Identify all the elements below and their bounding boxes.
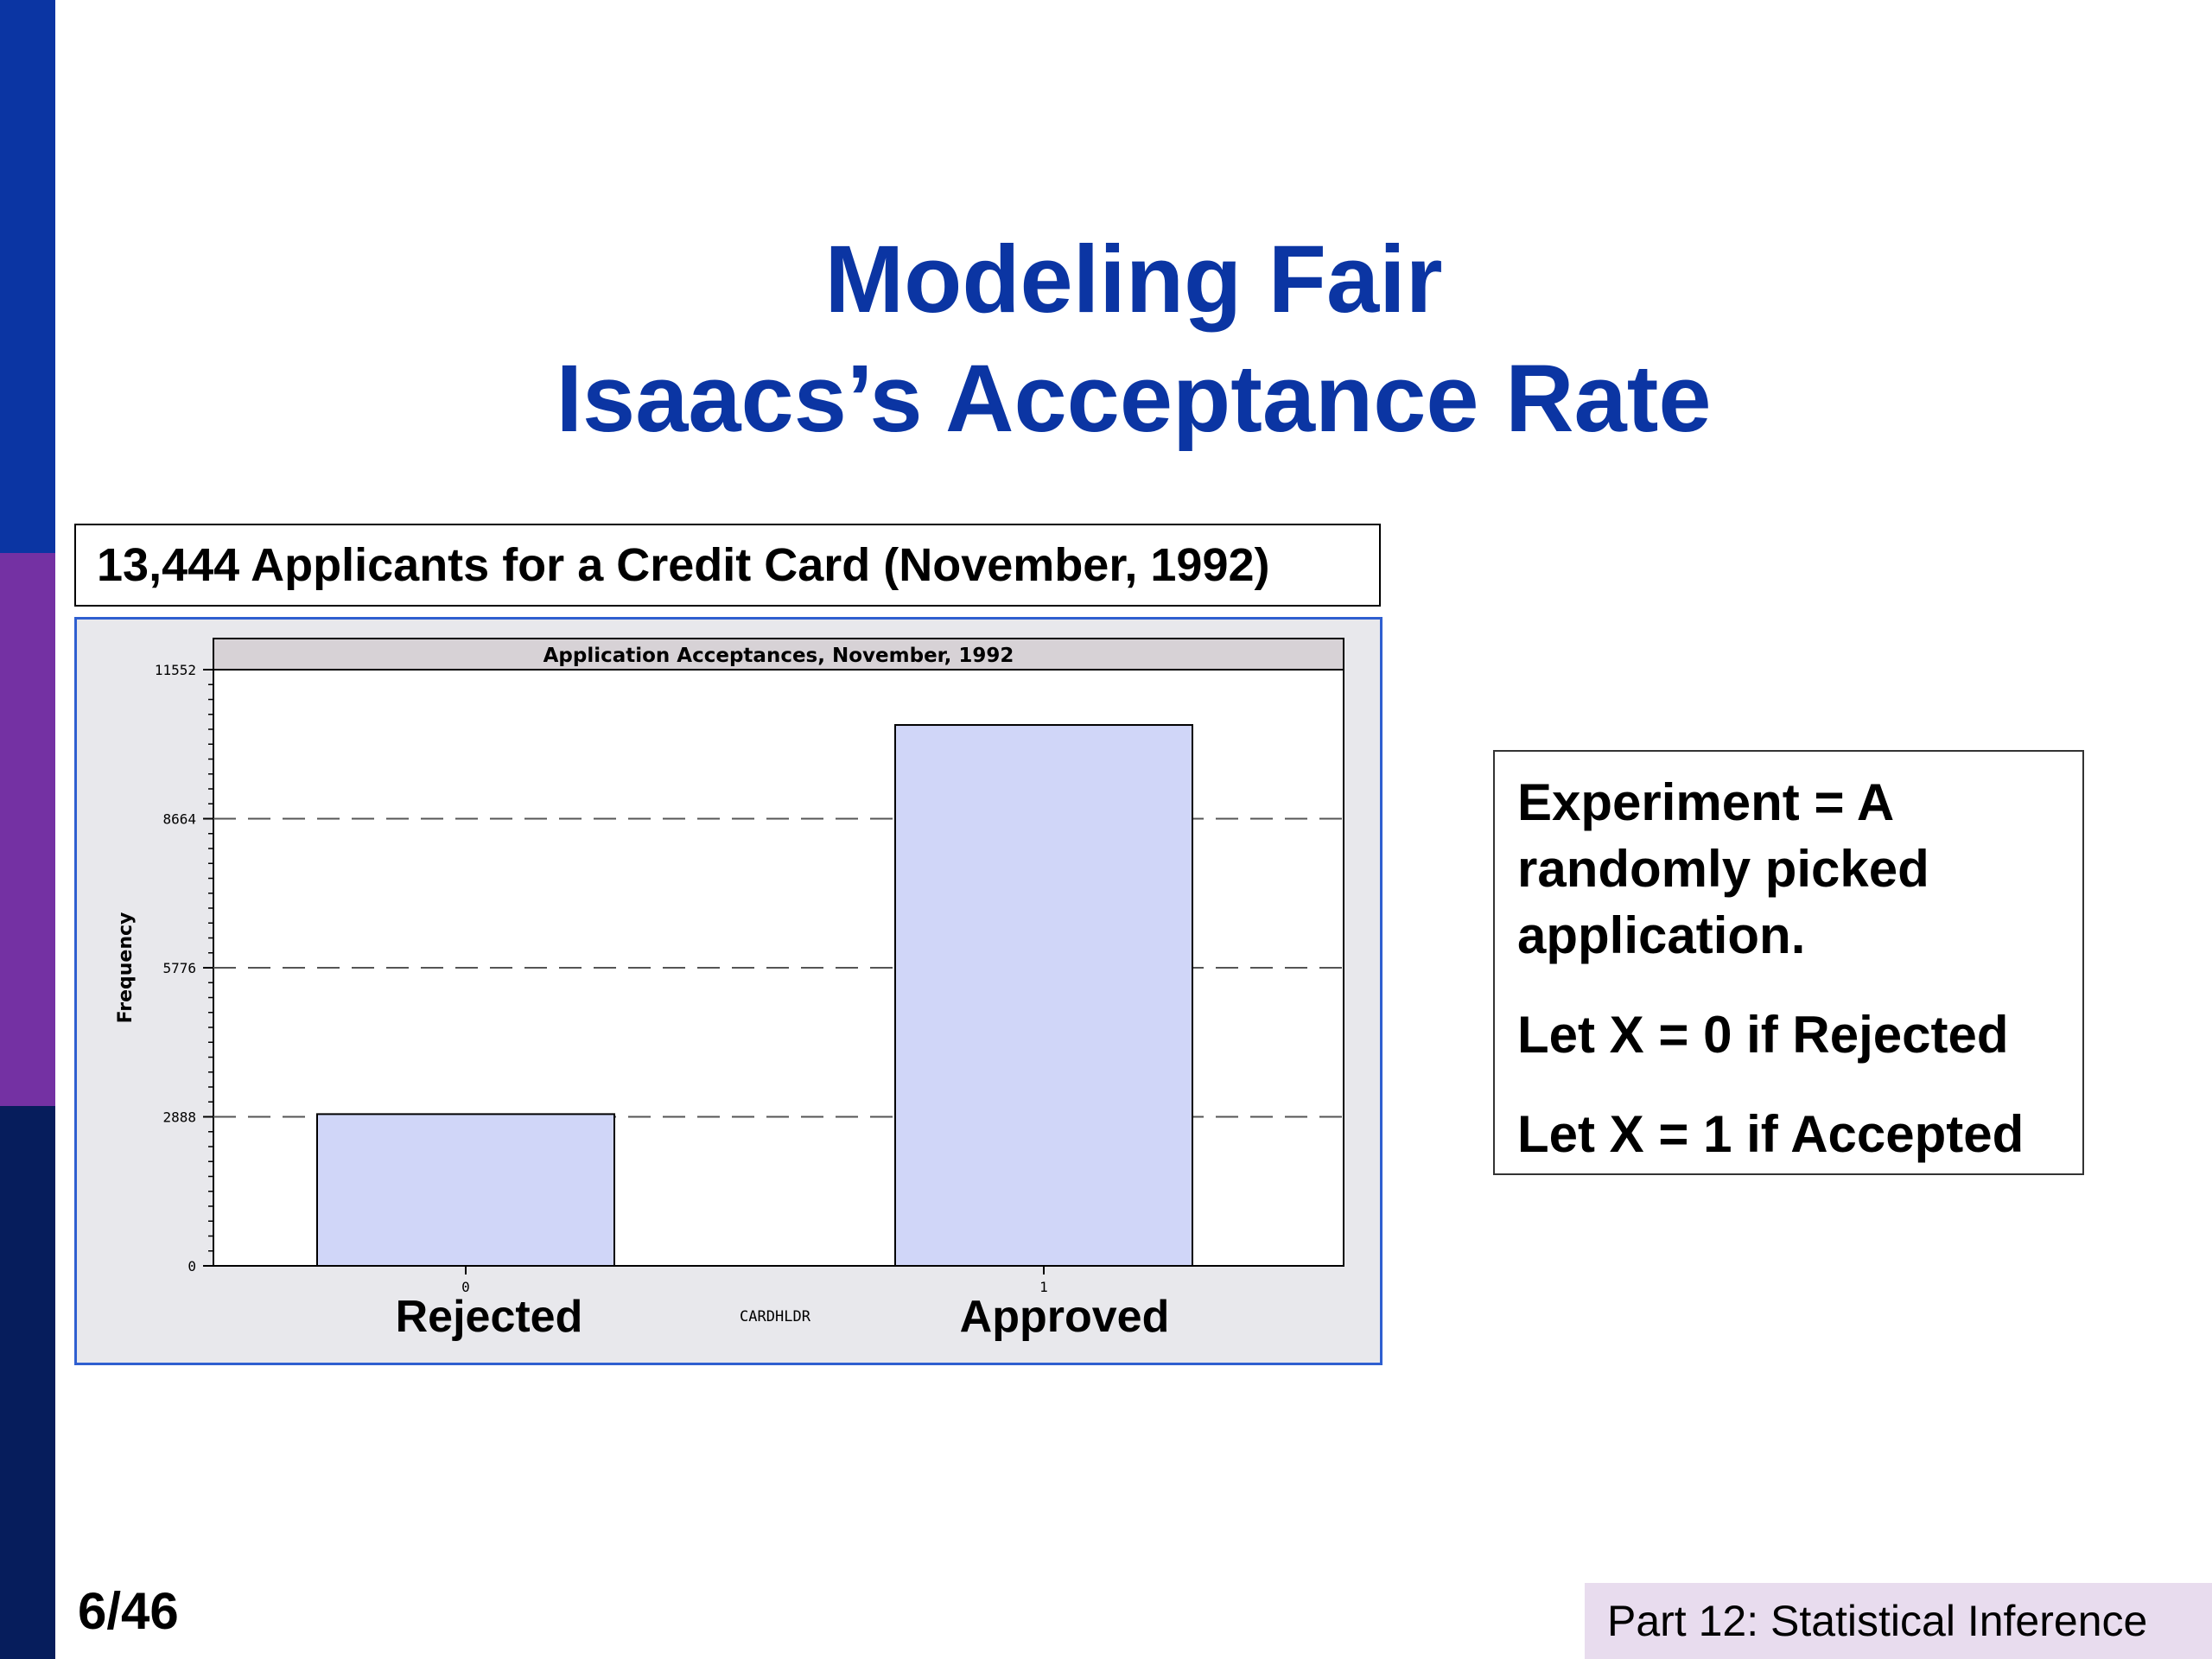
left-stripe-blue: [0, 0, 55, 553]
y-axis-label: Frequency: [115, 912, 137, 1024]
bar-1: [894, 724, 1193, 1268]
axis-ticks: 0 2888 5776 8664 11552 0 1: [155, 662, 1048, 1295]
rejected-definition: Let X = 0 if Rejected: [1517, 1006, 2009, 1064]
chart-caption: 13,444 Applicants for a Credit Card (Nov…: [74, 524, 1381, 607]
y-tick-label-8664: 8664: [162, 811, 196, 828]
page-number: 6/46: [78, 1582, 179, 1640]
slide-title-line2: Isaacs’s Acceptance Rate: [556, 346, 1712, 452]
chart-title: Application Acceptances, November, 1992: [543, 645, 1014, 667]
left-stripe-purple: [0, 553, 55, 1106]
slide-title-line1: Modeling Fair: [824, 226, 1443, 333]
category-name-approved: Approved: [960, 1292, 1170, 1342]
y-tick-label-2888: 2888: [162, 1109, 196, 1126]
chart-title-strip: [213, 638, 1344, 671]
category-name-rejected: Rejected: [396, 1292, 583, 1342]
y-tick-label-11552: 11552: [155, 662, 196, 678]
slide-title: Modeling Fair Isaacs’s Acceptance Rate: [55, 220, 2212, 459]
bar-chart: Application Acceptances, November, 1992 …: [115, 638, 1344, 1342]
x-tick-label-1: 1: [1039, 1279, 1048, 1295]
y-tick-label-5776: 5776: [162, 960, 196, 976]
experiment-definition: Experiment = A randomly picked applicati…: [1517, 773, 1929, 964]
bars: [316, 724, 1193, 1268]
experiment-explanation: Experiment = A randomly picked applicati…: [1493, 750, 2084, 1175]
left-stripe-navy: [0, 1106, 55, 1659]
accepted-definition: Let X = 1 if Accepted: [1517, 1105, 2024, 1163]
footer-section-label: Part 12: Statistical Inference: [1585, 1583, 2212, 1659]
chart-frame: Application Acceptances, November, 1992 …: [74, 617, 1382, 1365]
bar-0: [316, 1113, 615, 1267]
x-tick-label-0: 0: [461, 1279, 470, 1295]
y-tick-label-0: 0: [188, 1258, 196, 1274]
x-axis-label: CARDHLDR: [740, 1308, 811, 1325]
